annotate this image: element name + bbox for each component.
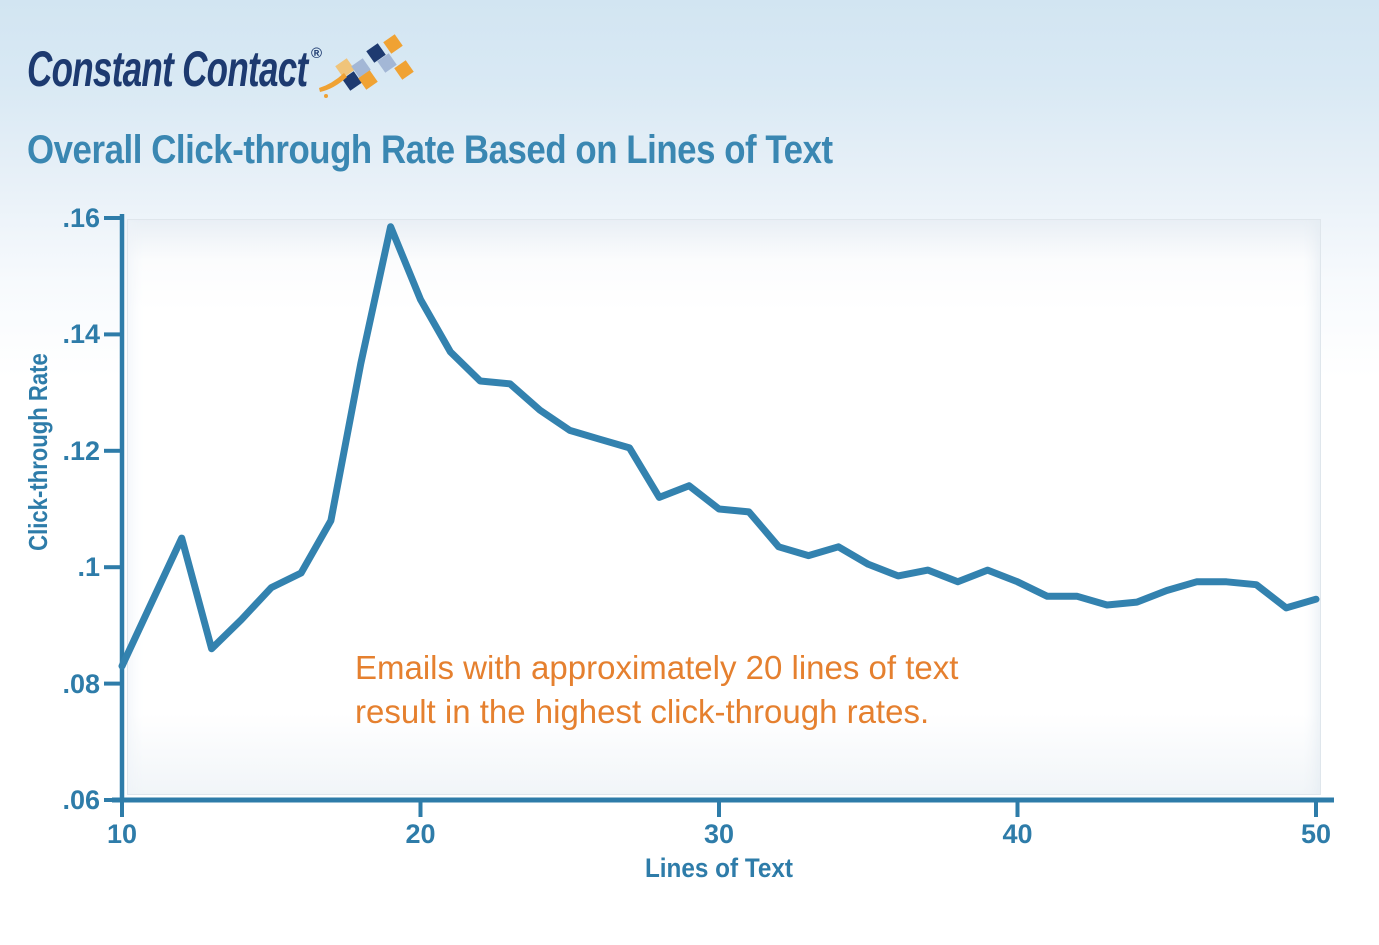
axis-tick-marks — [104, 216, 1318, 817]
y-tick-label: .16 — [62, 203, 100, 233]
annotation-line1: Emails with approximately 20 lines of te… — [355, 649, 959, 686]
y-tick-label: .06 — [62, 785, 100, 815]
x-tick-label: 10 — [106, 819, 138, 849]
flag-swoosh — [319, 73, 347, 92]
x-tick-label: 30 — [703, 819, 735, 849]
x-tick-label: 40 — [1002, 819, 1033, 849]
checkered-flag-icon — [319, 34, 414, 98]
x-tick-label: 20 — [405, 819, 436, 849]
annotation: Emails with approximately 20 lines of te… — [355, 646, 958, 734]
flag-swoosh-dot — [324, 94, 328, 98]
registered-mark-icon: ® — [311, 45, 323, 62]
y-tick-label: .12 — [62, 435, 100, 466]
page-title: Overall Click-through Rate Based on Line… — [27, 128, 833, 172]
y-tick-label: .08 — [62, 668, 100, 699]
data-line — [118, 223, 1320, 670]
x-tick-label: 50 — [1300, 819, 1332, 849]
y-tick-label: .1 — [77, 552, 100, 583]
logo-text: Constant Contact — [27, 41, 308, 97]
flag-tiles — [335, 34, 414, 91]
y-axis-title: Click-through Rate — [23, 353, 53, 551]
x-axis-title: Lines of Text — [644, 853, 794, 883]
annotation-line2: result in the highest click-through rate… — [355, 693, 930, 730]
y-tick-label: .14 — [62, 319, 100, 350]
